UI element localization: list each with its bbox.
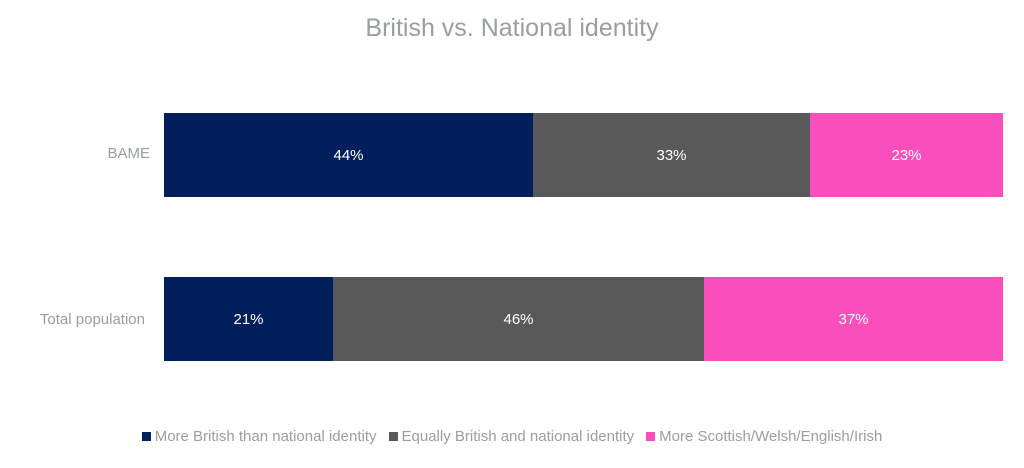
segment-more-british: 44%: [164, 113, 533, 197]
category-label-bame: BAME: [107, 145, 150, 162]
legend-label: Equally British and national identity: [401, 428, 635, 445]
legend-item-more-national: More Scottish/Welsh/English/Irish: [646, 428, 882, 445]
legend-label: More Scottish/Welsh/English/Irish: [659, 428, 883, 445]
category-label-total-population: Total population: [39, 311, 145, 328]
segment-more-national: 37%: [704, 277, 1003, 361]
chart-title: British vs. National identity: [365, 14, 659, 42]
legend-label: More British than national identity: [154, 428, 377, 445]
legend-item-equally-british: Equally British and national identity: [388, 428, 635, 445]
segment-equally-british: 46%: [333, 277, 704, 361]
bar-bame: 44% 33% 23%: [164, 113, 1003, 197]
legend-swatch-icon: [388, 432, 398, 441]
bar-total-population: 21% 46% 37%: [164, 277, 1003, 361]
segment-more-british: 21%: [164, 277, 333, 361]
legend-swatch-icon: [141, 432, 151, 441]
segment-equally-british: 33%: [533, 113, 810, 197]
segment-more-national: 23%: [810, 113, 1003, 197]
legend-swatch-icon: [646, 432, 656, 441]
legend-item-more-british: More British than national identity: [141, 428, 377, 445]
legend: More British than national identity Equa…: [0, 428, 1024, 445]
